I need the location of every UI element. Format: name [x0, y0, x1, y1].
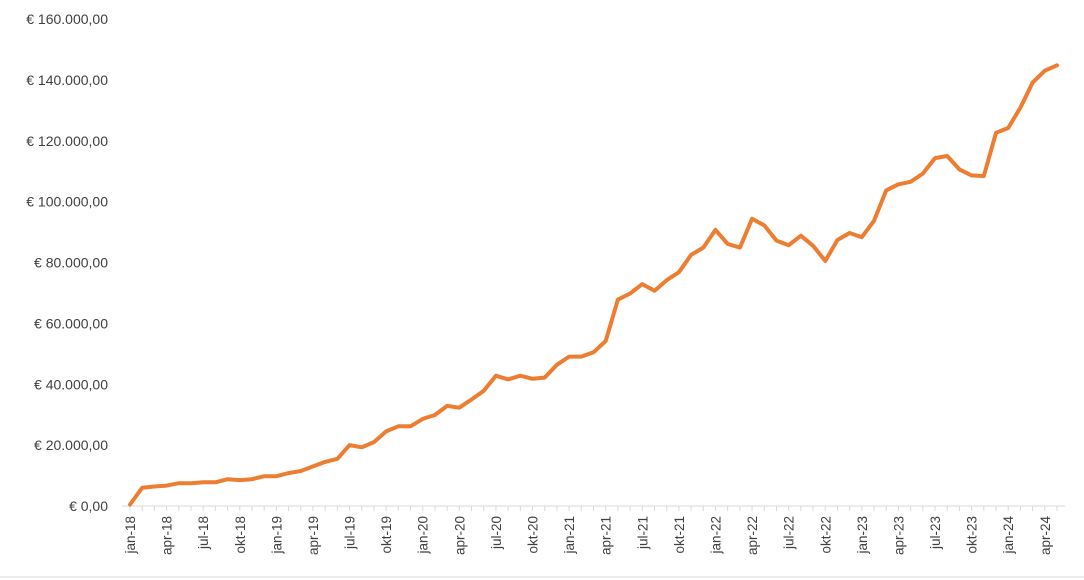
y-tick-label: € 40.000,00 [34, 376, 108, 392]
x-tick-label: jan-22 [708, 516, 723, 555]
x-tick-label: jul-23 [928, 516, 943, 550]
y-tick-label: € 0,00 [69, 498, 108, 514]
y-tick-label: € 60.000,00 [34, 315, 108, 331]
x-tick-label: jan-19 [269, 516, 284, 555]
x-tick-label: jul-18 [196, 516, 211, 550]
x-tick-label: apr-22 [745, 516, 760, 555]
x-tick-label: jan-21 [562, 516, 577, 555]
y-axis-tick-labels: € 0,00 € 20.000,00 € 40.000,00 € 60.000,00 €… [26, 11, 108, 514]
x-tick-label: apr-23 [891, 516, 906, 555]
x-tick-label: okt-19 [379, 516, 394, 554]
x-tick-label: jan-20 [416, 516, 431, 555]
y-tick-label: € 120.000,00 [26, 133, 108, 149]
x-tick-label: apr-19 [306, 516, 321, 555]
x-tick-label: jul-22 [782, 516, 797, 550]
x-axis-tick-marks [129, 506, 1058, 511]
x-axis-tick-labels: jan-18 apr-18 jul-18 okt-18 jan-19 apr-19 jul-… [123, 516, 1053, 556]
x-tick-label: jan-18 [123, 516, 138, 555]
x-tick-label: jul-20 [489, 516, 504, 550]
y-tick-label: € 160.000,00 [26, 11, 108, 27]
x-tick-label: okt-23 [965, 516, 980, 554]
x-tick-label: apr-24 [1038, 516, 1053, 556]
x-tick-label: jul-19 [343, 516, 358, 550]
x-tick-label: apr-20 [452, 516, 467, 555]
y-tick-label: € 20.000,00 [34, 437, 108, 453]
x-tick-label: okt-20 [526, 516, 541, 554]
series-line [128, 63, 1059, 507]
y-tick-label: € 80.000,00 [34, 255, 108, 271]
x-tick-label: jan-24 [1001, 516, 1016, 555]
series-group [128, 63, 1059, 507]
y-tick-label: € 140.000,00 [26, 72, 108, 88]
y-tick-label: € 100.000,00 [26, 194, 108, 210]
x-tick-label: apr-21 [599, 516, 614, 555]
x-tick-label: okt-22 [818, 516, 833, 554]
x-tick-label: okt-18 [233, 516, 248, 554]
x-tick-label: jan-23 [855, 516, 870, 555]
x-tick-label: apr-18 [160, 516, 175, 555]
x-tick-label: okt-21 [672, 516, 687, 554]
x-tick-label: jul-21 [635, 516, 650, 550]
